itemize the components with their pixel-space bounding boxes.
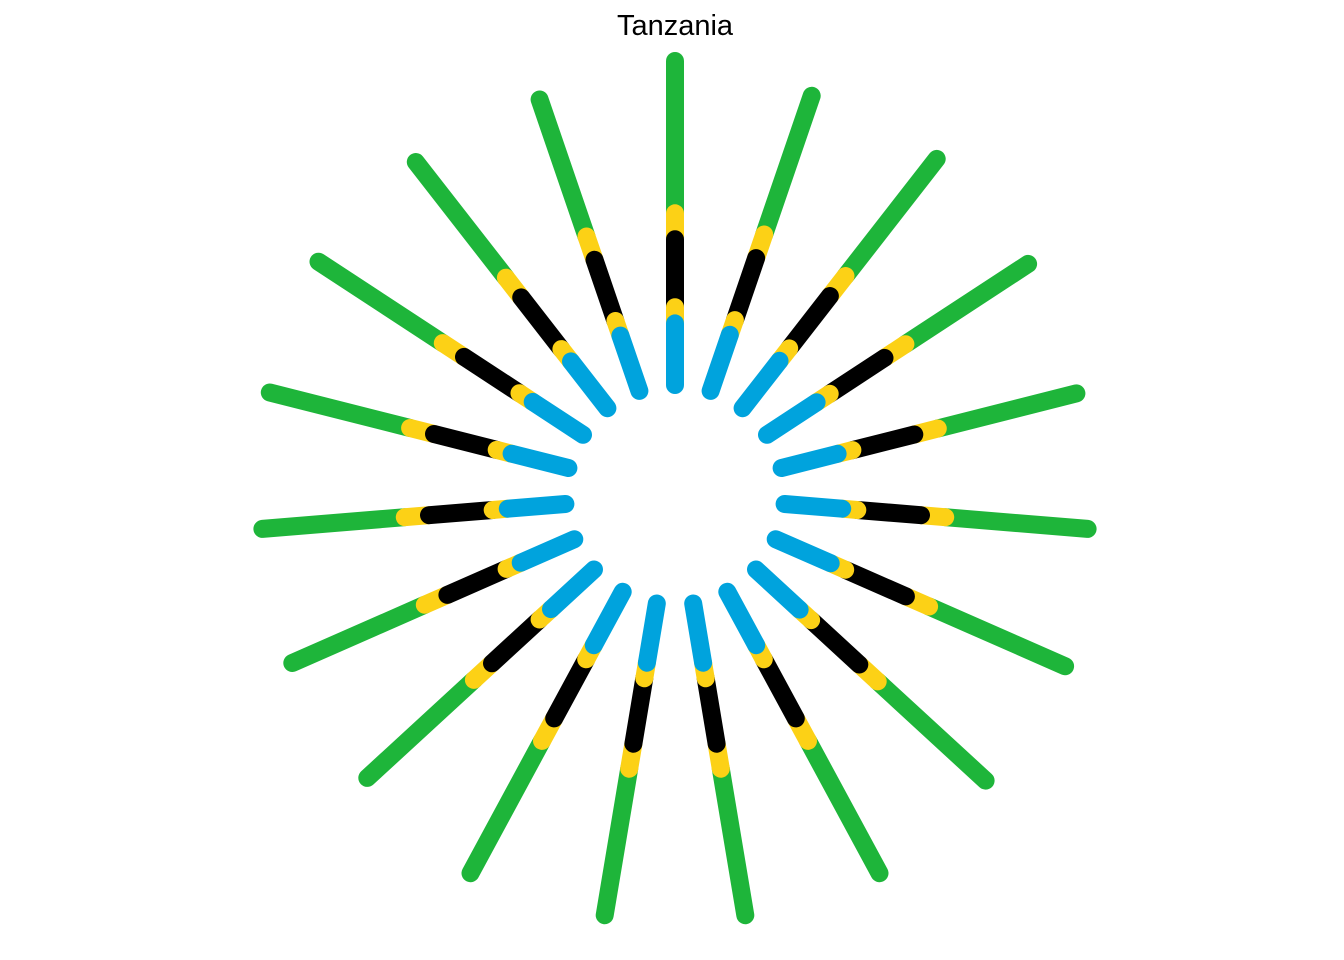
- ray-7-segment-5: [920, 597, 1075, 676]
- ray-12-segment-3: [545, 650, 596, 728]
- ray-3-segment-3: [780, 287, 839, 358]
- ray-7-segment-1: [766, 530, 840, 573]
- ray-12-segment-5: [461, 731, 551, 883]
- ray-11-segment-1: [637, 594, 666, 672]
- ray-15-segment-1: [498, 495, 575, 518]
- ray-13-segment-3: [483, 610, 549, 673]
- ray-3-segment-5: [836, 149, 946, 285]
- ray-19-segment-1: [611, 326, 649, 400]
- ray-6: [775, 495, 1097, 538]
- ray-16-segment-3: [425, 425, 506, 459]
- ray-15: [253, 495, 575, 538]
- ray-6-segment-1: [775, 495, 852, 518]
- ray-17-segment-5: [309, 252, 452, 353]
- ray-14: [283, 530, 584, 672]
- ray-3: [733, 149, 946, 418]
- ray-9: [718, 582, 889, 883]
- ray-4-segment-1: [758, 393, 826, 444]
- ray-11-segment-3: [624, 669, 654, 753]
- ray-12: [461, 582, 632, 883]
- ray-10-segment-1: [684, 594, 713, 672]
- ray-19-segment-3: [585, 250, 625, 330]
- ray-4-segment-5: [896, 254, 1038, 354]
- ray-4: [758, 254, 1038, 444]
- ray-3-segment-1: [733, 351, 789, 418]
- ray-16-segment-1: [502, 444, 578, 477]
- ray-10-segment-5: [711, 759, 755, 925]
- ray-18-segment-5: [406, 153, 515, 287]
- chart-title: Tanzania: [616, 10, 734, 42]
- ray-16: [260, 383, 578, 477]
- ray-17-segment-3: [455, 347, 529, 403]
- ray-17-segment-1: [523, 392, 592, 444]
- ray-5-segment-1: [772, 444, 847, 477]
- ray-13-segment-5: [358, 670, 483, 787]
- ray-11: [595, 594, 666, 925]
- ray-18-segment-1: [562, 352, 617, 418]
- ray-15-segment-5: [253, 508, 414, 538]
- ray-19: [530, 90, 649, 400]
- ray-10: [684, 594, 755, 925]
- ray-8-segment-3: [802, 611, 869, 674]
- ray-10-segment-3: [696, 669, 726, 753]
- ray-8-segment-5: [868, 672, 995, 790]
- ray-16-segment-5: [260, 383, 420, 437]
- ray-14-segment-3: [438, 559, 516, 604]
- ray-9-segment-1: [718, 582, 766, 655]
- ray-7: [766, 530, 1075, 676]
- ray-14-segment-5: [283, 595, 434, 672]
- ray-19-segment-5: [530, 90, 596, 246]
- ray-17: [309, 252, 592, 444]
- ray-6-segment-5: [936, 508, 1097, 538]
- ray-13-segment-1: [542, 560, 603, 619]
- ray-12-segment-1: [584, 582, 632, 655]
- rays-group: [253, 52, 1097, 925]
- ray-2-segment-1: [701, 325, 739, 400]
- ray-8: [747, 560, 995, 790]
- ray-2-segment-5: [755, 86, 821, 244]
- ray-18-segment-3: [512, 288, 571, 359]
- ray-9-segment-3: [754, 650, 805, 728]
- ray-2: [701, 86, 821, 400]
- ray-5-segment-5: [928, 384, 1086, 438]
- ray-18: [406, 153, 617, 418]
- ray-14-segment-1: [511, 530, 584, 572]
- ray-15-segment-3: [420, 501, 502, 525]
- ray-13: [358, 560, 603, 787]
- ray-6-segment-3: [848, 501, 930, 525]
- ray-7-segment-3: [836, 560, 915, 606]
- ray-8-segment-1: [747, 560, 809, 619]
- ray-9-segment-5: [799, 731, 889, 883]
- ray-4-segment-3: [820, 348, 894, 403]
- ray-2-segment-3: [725, 249, 766, 330]
- ray-5: [772, 384, 1086, 477]
- ray-11-segment-5: [595, 759, 639, 925]
- ray-5-segment-3: [843, 425, 924, 460]
